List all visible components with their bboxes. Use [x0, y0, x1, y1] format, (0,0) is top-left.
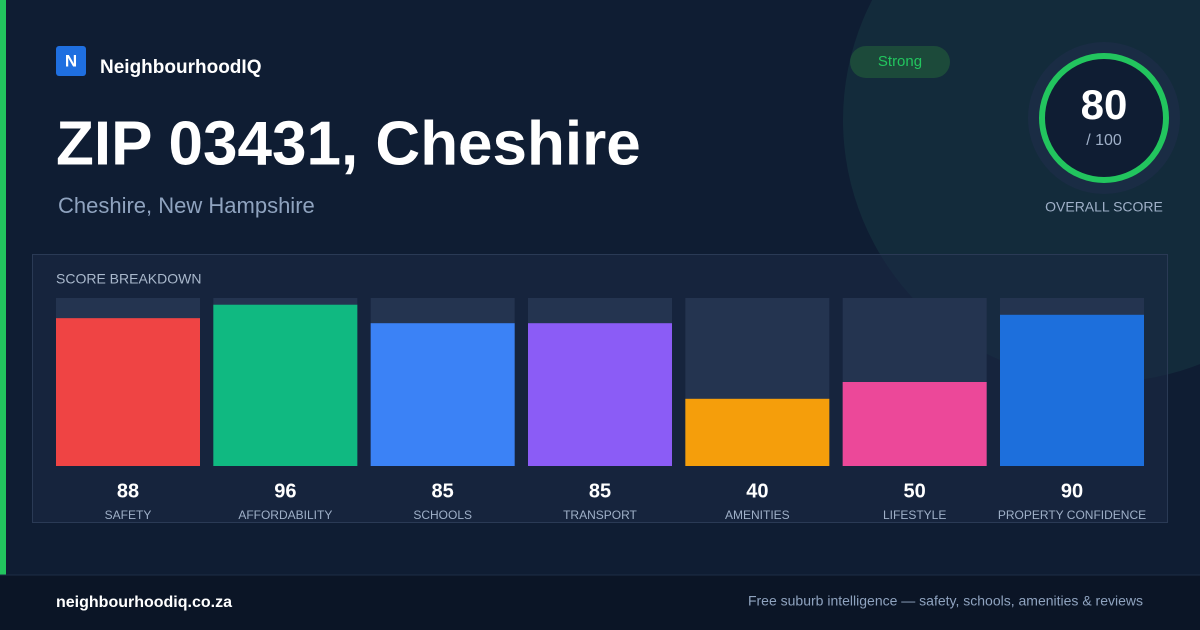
- footer-url: neighbourhoodiq.co.za: [56, 594, 232, 611]
- bar-label: PROPERTY CONFIDENCE: [998, 508, 1146, 522]
- logo: [56, 46, 86, 76]
- badge-text: Strong: [878, 53, 922, 70]
- score-ring: [1039, 53, 1169, 183]
- score-value: 80: [1081, 81, 1128, 128]
- bar-value: 85: [589, 480, 611, 502]
- footer-tagline: Free suburb intelligence — safety, schoo…: [748, 593, 1143, 609]
- accent-stripe: [0, 0, 6, 575]
- bar-label: LIFESTYLE: [883, 508, 946, 522]
- bar-label: SCHOOLS: [413, 508, 472, 522]
- score-denominator: / 100: [1086, 132, 1122, 149]
- bar: [1000, 314, 1144, 466]
- bars: 88 SAFETY 96 AFFORDABILITY 85 SCHOOLS 85 TRANSP…: [56, 298, 1146, 522]
- bar-label: AMENITIES: [725, 508, 790, 522]
- bar-value: 90: [1061, 480, 1083, 502]
- bar: [370, 323, 515, 466]
- score-label: OVERALL SCORE: [1045, 199, 1163, 215]
- bar: [842, 382, 987, 466]
- bar-value: 96: [274, 480, 296, 502]
- bar-label: SAFETY: [105, 508, 152, 522]
- bar: [528, 323, 672, 466]
- footer: [0, 575, 1200, 630]
- bar-value: 88: [117, 480, 139, 502]
- bar-value: 85: [432, 480, 454, 502]
- bar: [56, 318, 200, 466]
- bar: [685, 398, 830, 466]
- badge: [850, 46, 950, 78]
- bar-label: TRANSPORT: [563, 508, 637, 522]
- bar-label: AFFORDABILITY: [238, 508, 332, 522]
- brand-name: NeighbourhoodIQ: [100, 57, 261, 78]
- bar-value: 50: [904, 480, 926, 502]
- subtitle: Cheshire, New Hampshire: [58, 193, 315, 218]
- logo-letter: N: [65, 51, 77, 70]
- bar-value: 40: [746, 480, 768, 502]
- breakdown-title: SCORE BREAKDOWN: [56, 271, 201, 287]
- title: ZIP 03431, Cheshire: [56, 109, 641, 178]
- bar: [213, 304, 358, 466]
